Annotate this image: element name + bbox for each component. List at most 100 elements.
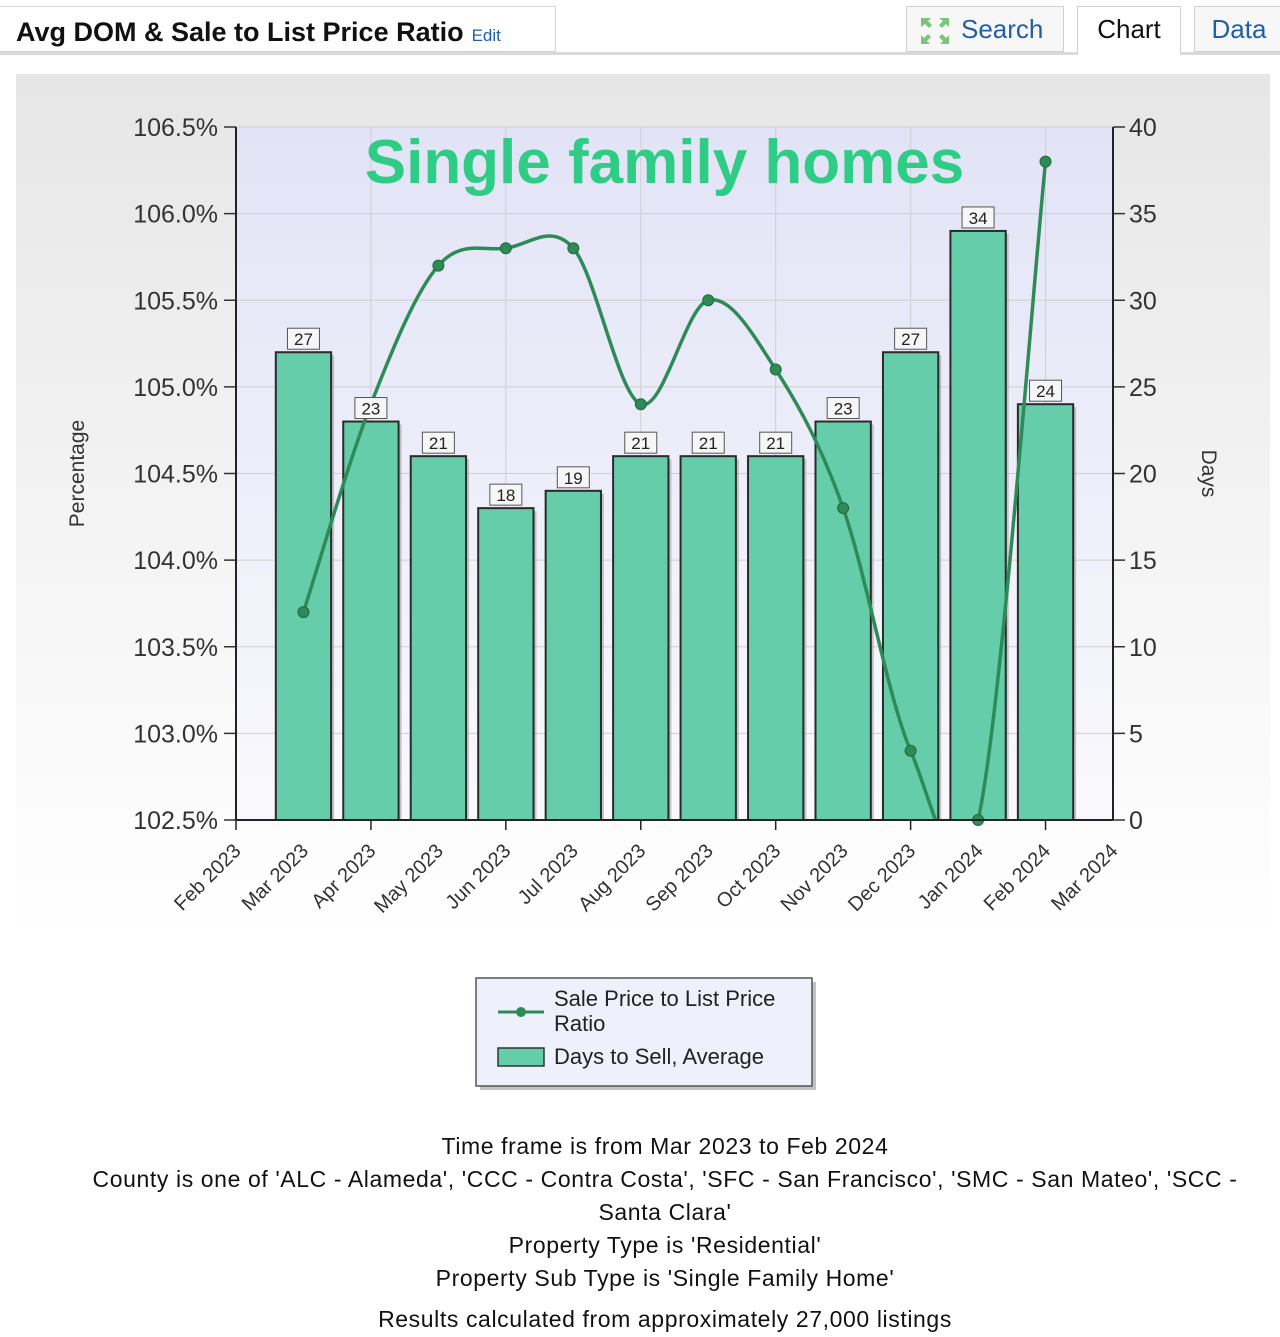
data-label-box (826, 397, 860, 420)
left-tick-label: 103.0% (133, 720, 218, 748)
x-tick-label: Feb 2024 (980, 840, 1055, 915)
right-tick-label: 15 (1129, 547, 1157, 575)
note-property-type: Property Type is 'Residential' (508, 1232, 822, 1258)
chart-title: Single family homes (365, 128, 965, 197)
data-label: 19 (564, 469, 583, 488)
legend-bar-swatch (497, 1047, 545, 1067)
report-criteria: Time frame is from Mar 2023 to Feb 2024 … (60, 1130, 1270, 1336)
tab-search-label: Search (961, 14, 1044, 44)
data-label-box (556, 466, 590, 489)
right-tick-label: 20 (1129, 461, 1157, 489)
right-axis-title: Days (1197, 450, 1220, 498)
data-label-box (421, 431, 455, 454)
data-label-box (961, 206, 995, 229)
bar (679, 455, 737, 821)
left-tick-label: 102.5% (133, 807, 218, 835)
right-tick-label: 30 (1129, 287, 1157, 315)
legend-label-days: Days to Sell, Average (554, 1044, 764, 1069)
bar (274, 351, 333, 821)
ratio-point (634, 398, 647, 411)
right-tick-label: 0 (1129, 807, 1143, 835)
header-divider (0, 52, 1280, 55)
x-tick-label: Nov 2023 (777, 840, 853, 916)
data-label-box (624, 431, 658, 454)
note-time-frame: Time frame is from Mar 2023 to Feb 2024 (441, 1133, 889, 1159)
tab-chart[interactable]: Chart (1077, 6, 1181, 56)
data-label-box (759, 431, 793, 454)
right-tick-label: 25 (1129, 374, 1157, 402)
bar (477, 507, 535, 821)
bar (612, 455, 670, 821)
tab-data[interactable]: Data (1194, 6, 1280, 52)
data-label: 18 (496, 486, 515, 505)
data-label-box (894, 327, 928, 350)
tab-search[interactable]: Search (906, 6, 1064, 52)
data-label: 23 (834, 400, 853, 419)
data-label-box (489, 483, 523, 506)
chart-panel: 102.5% 103.0% 103.5% 104.0% 104.5% 105.0% 105.… (16, 74, 1270, 1094)
note-results: Results calculated from approximately 27… (378, 1306, 952, 1332)
right-tick-label: 5 (1129, 720, 1143, 748)
x-tick-label: Jun 2023 (442, 840, 516, 914)
ratio-point (837, 502, 850, 515)
left-tick-label: 104.0% (133, 547, 218, 575)
x-tick-label: Feb 2023 (170, 840, 245, 915)
left-tick-label: 105.0% (133, 374, 218, 402)
x-tick-label: Dec 2023 (844, 840, 920, 916)
edit-link[interactable]: Edit (471, 26, 501, 45)
legend-line-marker (516, 1007, 526, 1017)
data-label: 21 (429, 434, 448, 453)
legend-label-ratio: Sale Price to List Price Ratio (554, 986, 775, 1036)
bar (949, 229, 1007, 821)
combo-chart: 102.5% 103.0% 103.5% 104.0% 104.5% 105.0% 105.… (66, 114, 1220, 1090)
data-label: 21 (766, 434, 785, 453)
x-tick-label: Sep 2023 (642, 840, 718, 916)
left-tick-label: 103.5% (133, 634, 218, 662)
data-label: 21 (699, 434, 718, 453)
left-tick-label: 106.0% (133, 201, 218, 229)
right-tick-label: 10 (1129, 634, 1157, 662)
data-label: 21 (631, 434, 650, 453)
left-tick-label: 106.5% (133, 114, 218, 142)
bar (544, 489, 602, 821)
data-label-box (286, 327, 320, 350)
bar (814, 420, 872, 821)
data-label-box (691, 431, 725, 454)
data-label-box (1029, 379, 1063, 402)
ratio-point (769, 363, 782, 376)
report-title-box: Avg DOM & Sale to List Price Ratio Edit (0, 6, 556, 52)
x-tick-label: Aug 2023 (574, 840, 650, 916)
bar (1016, 403, 1075, 821)
right-tick-label: 40 (1129, 114, 1157, 142)
data-label: 27 (294, 330, 313, 349)
legend-box (475, 977, 813, 1087)
note-property-sub-type: Property Sub Type is 'Single Family Home… (435, 1265, 895, 1291)
ratio-point (297, 606, 310, 619)
x-tick-label: Jul 2023 (514, 840, 583, 909)
bar (881, 351, 940, 821)
ratio-point (499, 242, 512, 255)
ratio-point (702, 294, 715, 307)
data-label: 23 (361, 400, 380, 419)
left-tick-label: 104.5% (133, 461, 218, 489)
x-tick-label: Jan 2024 (914, 840, 988, 914)
note-county: County is one of 'ALC - Alameda', 'CCC -… (92, 1166, 1238, 1225)
expand-arrows-icon (921, 18, 949, 44)
ratio-point (904, 744, 917, 757)
ratio-point (432, 259, 445, 272)
bar (342, 420, 400, 821)
ratio-line (301, 161, 1048, 820)
right-tick-label: 35 (1129, 201, 1157, 229)
data-label-box (354, 397, 388, 420)
left-axis-title: Percentage (66, 420, 89, 527)
header-bar: Avg DOM & Sale to List Price Ratio Edit S… (0, 0, 1280, 56)
left-tick-label: 105.5% (133, 287, 218, 315)
x-tick-label: May 2023 (370, 840, 448, 918)
ratio-point (567, 242, 580, 255)
data-label: 34 (969, 209, 988, 228)
bar (747, 455, 805, 821)
x-tick-label: Mar 2024 (1047, 840, 1122, 915)
report-title: Avg DOM & Sale to List Price Ratio Edit (16, 17, 501, 48)
x-tick-label: Mar 2023 (238, 840, 313, 915)
report-title-text: Avg DOM & Sale to List Price Ratio (16, 17, 464, 47)
